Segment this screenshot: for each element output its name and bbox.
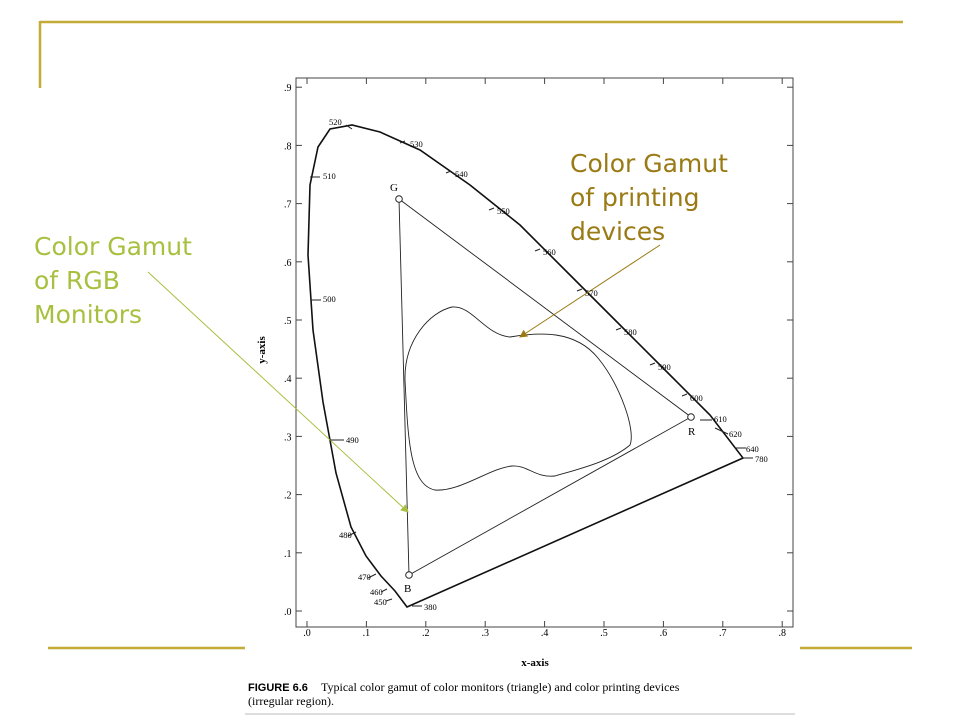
x-axis-label: x-axis bbox=[521, 657, 549, 669]
y-tick-label: .4 bbox=[284, 374, 292, 385]
annotation: of RGB bbox=[34, 266, 120, 295]
y-tick-label: .6 bbox=[284, 258, 292, 269]
wavelength-tick bbox=[367, 573, 377, 579]
x-tick-label: .3 bbox=[481, 628, 489, 639]
x-tick-label: .4 bbox=[541, 628, 549, 639]
y-tick-label: .5 bbox=[284, 316, 292, 327]
y-tick-label: .9 bbox=[284, 83, 292, 94]
wavelength-label: 490 bbox=[346, 435, 359, 445]
wavelength-tick bbox=[385, 598, 393, 602]
spectral-locus bbox=[307, 124, 745, 608]
caption-text: Typical color gamut of color monitors (t… bbox=[321, 680, 680, 694]
wavelength-label: 640 bbox=[746, 444, 759, 454]
x-tick-label: .7 bbox=[719, 628, 727, 639]
annotation: of printing bbox=[570, 183, 699, 212]
x-tick-label: .0 bbox=[303, 628, 311, 639]
wavelength-label: 550 bbox=[497, 206, 510, 216]
wavelength-label: 470 bbox=[358, 572, 371, 582]
annotation: Color Gamut bbox=[34, 232, 192, 261]
y-tick-label: .7 bbox=[284, 200, 292, 211]
rgb-gamut-triangle bbox=[398, 198, 692, 576]
y-tick-label: .2 bbox=[284, 491, 292, 502]
x-tick-label: .6 bbox=[660, 628, 668, 639]
wavelength-label: 590 bbox=[658, 362, 671, 372]
annotation: Color Gamut bbox=[570, 149, 728, 178]
slide-decoration bbox=[38, 20, 912, 650]
arrow bbox=[519, 244, 661, 338]
wavelength-tick bbox=[399, 140, 406, 144]
y-tick-label: .0 bbox=[284, 607, 292, 618]
wavelength-label: 460 bbox=[370, 587, 383, 597]
wavelength-tick bbox=[345, 124, 353, 130]
wavelength-label: 570 bbox=[585, 288, 598, 298]
arrow bbox=[147, 271, 409, 513]
wavelength-label: 450 bbox=[374, 597, 387, 607]
wavelength-tick bbox=[347, 531, 357, 537]
printing-gamut bbox=[404, 306, 632, 491]
wavelength-label: 380 bbox=[424, 602, 437, 612]
primary-label: G bbox=[390, 182, 398, 194]
wavelength-tick bbox=[681, 393, 688, 397]
x-tick-label: .8 bbox=[778, 628, 786, 639]
wavelength-label: 560 bbox=[543, 247, 556, 257]
wavelength-label: 600 bbox=[690, 393, 703, 403]
wavelength-tick bbox=[445, 170, 452, 174]
x-tick-label: .2 bbox=[422, 628, 430, 639]
y-tick-label: .1 bbox=[284, 549, 292, 560]
y-axis-label: y-axis bbox=[256, 336, 268, 364]
wavelength-label: 780 bbox=[755, 454, 768, 464]
wavelength-label: 530 bbox=[410, 139, 423, 149]
wavelength-tick bbox=[576, 288, 583, 292]
primary-label: R bbox=[688, 426, 696, 438]
y-tick-label: .8 bbox=[284, 141, 292, 152]
caption-text: (irregular region). bbox=[248, 694, 334, 708]
wavelength-tick bbox=[488, 207, 495, 211]
annotation: Monitors bbox=[34, 300, 142, 329]
wavelength-tick bbox=[649, 362, 656, 366]
primary-points bbox=[395, 195, 695, 579]
primary-label: B bbox=[404, 583, 411, 595]
wavelength-tick bbox=[615, 327, 622, 331]
x-tick-label: .5 bbox=[600, 628, 608, 639]
wavelength-tick bbox=[380, 588, 388, 593]
wavelength-label: 520 bbox=[329, 117, 342, 127]
wavelength-label: 510 bbox=[323, 171, 336, 181]
wavelength-label: 540 bbox=[455, 169, 468, 179]
wavelength-label: 480 bbox=[339, 530, 352, 540]
wavelength-label: 610 bbox=[714, 414, 727, 424]
y-tick-label: .3 bbox=[284, 432, 292, 443]
wavelength-label: 620 bbox=[729, 429, 742, 439]
caption-label: FIGURE 6.6 bbox=[248, 682, 308, 694]
wavelength-label: 500 bbox=[323, 294, 336, 304]
annotation: devices bbox=[570, 217, 665, 246]
wavelength-label: 580 bbox=[624, 327, 637, 337]
x-tick-label: .1 bbox=[363, 628, 371, 639]
wavelength-tick bbox=[714, 427, 729, 435]
wavelength-tick bbox=[534, 248, 541, 252]
